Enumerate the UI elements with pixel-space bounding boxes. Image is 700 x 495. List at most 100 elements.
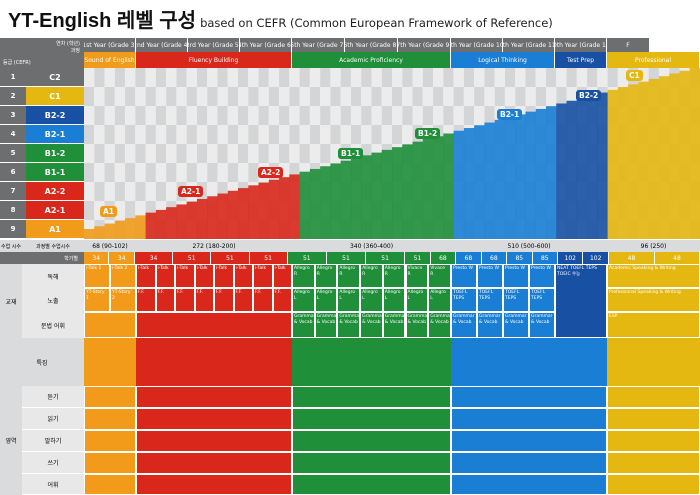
book-cell: TOEFL TEPS	[529, 288, 555, 312]
hours-total-row: 수업 시수 과정별 수업시수 68 (90-102) 272 (180-200)…	[0, 240, 700, 252]
skill-cell	[451, 474, 607, 495]
course-logical: Logical Thinking	[451, 52, 555, 68]
skills-section-label: 영역	[0, 386, 22, 495]
stair-bg-cell	[248, 144, 259, 163]
book-cell: F.F.	[214, 288, 234, 312]
title-sub: based on CEFR (Common European Framework…	[200, 16, 553, 30]
stair-bg-cell	[125, 144, 136, 163]
stair-bg-cell	[330, 125, 341, 144]
term-hours-cell: 48	[608, 252, 655, 264]
level-row: 3 B2-2	[0, 106, 84, 125]
skill-cell	[451, 386, 607, 408]
stair-fill-column	[309, 168, 321, 239]
stair-bg-cell	[84, 144, 95, 163]
stair-bg-cell	[125, 68, 136, 87]
stair-fill-column	[155, 209, 167, 239]
row-label-write: 쓰기	[22, 452, 84, 474]
stair-bg-cell	[145, 106, 156, 125]
book-cell: Allegro L	[405, 288, 429, 312]
stair-bg-cell	[361, 125, 372, 144]
stair-bg-cell	[320, 68, 331, 87]
book-cell: i-Talk	[272, 264, 292, 288]
book-cell: Grammar & Vocab	[360, 312, 383, 338]
stair-bg-cell	[340, 125, 351, 144]
stair-bg-cell	[227, 106, 238, 125]
stair-bg-cell	[463, 68, 475, 87]
stair-bg-cell	[350, 87, 362, 106]
stair-bg-cell	[114, 163, 126, 182]
corner-year-label: 연차 (학년)	[56, 41, 80, 47]
stair-bg-cell	[217, 144, 228, 163]
term-hours-cell: 51	[287, 252, 327, 264]
stair-bg-cell	[217, 182, 228, 201]
badge-b1-2: B1-2	[415, 128, 441, 139]
stair-fill-column	[217, 193, 229, 239]
stair-bg-cell	[320, 144, 331, 163]
stair-bg-cell	[114, 201, 126, 220]
book-cell: i-Talk	[233, 264, 253, 288]
stair-fill-column	[94, 226, 105, 239]
stair-bg-cell	[350, 125, 362, 144]
stair-bg-cell	[166, 87, 177, 106]
stair-bg-cell	[309, 144, 321, 163]
book-cell: F.F.	[253, 288, 273, 312]
book-cell: F.F.	[272, 288, 292, 312]
skill-cell	[136, 408, 292, 430]
badge-b2-1: B2-1	[497, 109, 523, 120]
stair-bg-cell	[248, 106, 259, 125]
stair-bg-cell	[135, 87, 146, 106]
level-row: 8 A2-1	[0, 201, 84, 220]
term-hours-cell: 34	[84, 252, 110, 264]
stair-bg-cell	[227, 144, 238, 163]
stair-bg-cell	[135, 144, 146, 163]
stair-bg-cell	[392, 106, 403, 125]
stair-bg-cell	[186, 68, 197, 87]
book-cell: Professional Speaking & Writing	[607, 288, 700, 312]
stair-bg-cell	[648, 68, 659, 87]
books-section-label: 교재	[0, 264, 22, 338]
skill-cell	[84, 452, 136, 474]
course-sound: Sound of English	[84, 52, 136, 68]
book-cell: Grammar & Vocab	[405, 312, 429, 338]
book-cell: F.F.	[155, 288, 175, 312]
level-code: C2	[26, 68, 84, 86]
stair-bg-cell	[196, 125, 208, 144]
stair-fill-column	[279, 177, 290, 239]
stair-bg-cell	[309, 125, 321, 144]
stair-bg-cell	[494, 87, 505, 106]
year-1: 1st Year (Grade 3)	[84, 38, 136, 52]
stair-bg-cell	[494, 68, 505, 87]
book-cell: i-Talk	[214, 264, 234, 288]
stair-bg-cell	[125, 182, 136, 201]
skill-cell	[292, 408, 451, 430]
stair-fill-column	[258, 182, 270, 239]
stair-bg-cell	[166, 144, 177, 163]
skill-cell	[292, 452, 451, 474]
term-hours-cell: 34	[109, 252, 135, 264]
stair-fill-column	[145, 212, 157, 239]
stair-fill-column	[504, 117, 516, 239]
stair-bg-cell	[392, 68, 403, 87]
badge-b1-1: B1-1	[338, 148, 364, 159]
skill-cell	[292, 430, 451, 452]
level-row: 9 A1	[0, 220, 84, 239]
features-sound	[84, 338, 136, 386]
stair-bg-cell	[289, 163, 300, 182]
stair-bg-cell	[84, 182, 95, 201]
book-cell: F.F.	[136, 288, 156, 312]
book-cell: Allegro R	[314, 264, 338, 288]
term-hours-cell: 68	[430, 252, 457, 264]
stair-bg-cell	[217, 125, 228, 144]
level-number: 4	[0, 125, 26, 143]
level-code: B2-1	[26, 125, 84, 143]
stair-bg-cell	[94, 106, 105, 125]
badge-c1: C1	[626, 70, 643, 81]
stair-fill-column	[453, 130, 465, 239]
book-cell: TOEFL TEPS	[503, 288, 529, 312]
stair-bg-cell	[433, 68, 444, 87]
stair-bg-cell	[114, 125, 126, 144]
hours-total-academic: 340 (360-400)	[292, 240, 451, 252]
stair-bg-cell	[94, 163, 105, 182]
book-cell: Allegro R	[382, 264, 406, 288]
hours-total-prof: 96 (250)	[607, 240, 700, 252]
